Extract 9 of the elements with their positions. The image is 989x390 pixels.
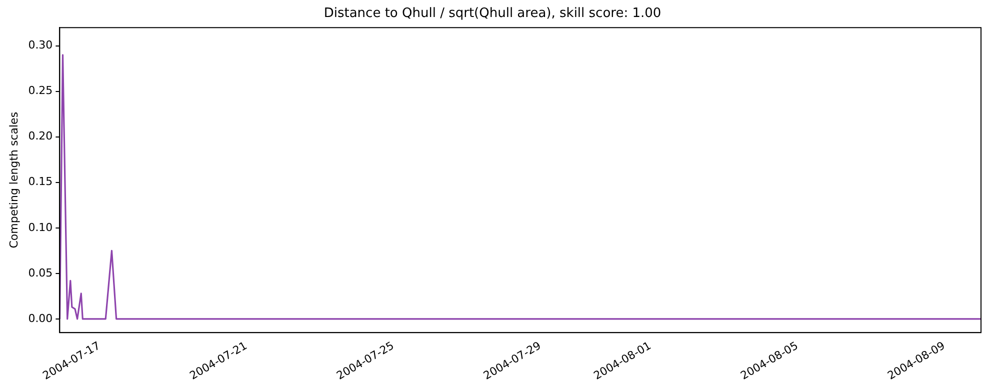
y-tick-label: 0.15 <box>28 175 53 188</box>
y-tick-label: 0.05 <box>28 266 53 280</box>
y-tick-label: 0.20 <box>28 130 53 143</box>
y-axis-title: Competing length scales <box>7 112 20 248</box>
y-tick-label: 0.00 <box>28 312 53 325</box>
chart-title: Distance to Qhull / sqrt(Qhull area), skill score: 1.00 <box>324 6 662 22</box>
y-tick-label: 0.10 <box>28 220 53 234</box>
y-tick-label: 0.25 <box>28 84 53 98</box>
y-tick-label: 0.30 <box>28 38 53 52</box>
